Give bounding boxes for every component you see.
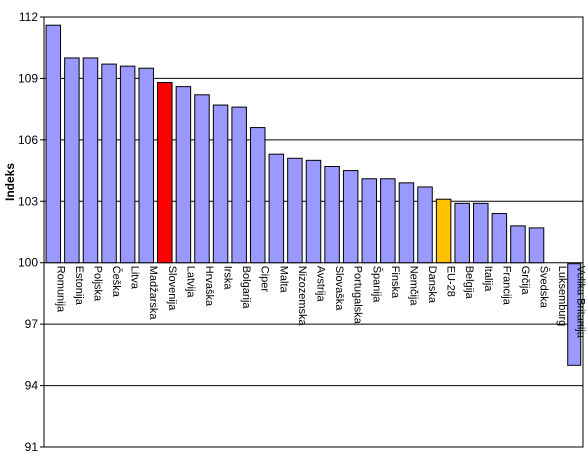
bar-danska — [417, 186, 433, 264]
category-label: Hrvaška — [203, 266, 215, 307]
bar-ciper — [249, 127, 266, 264]
category-label: Švedska — [538, 266, 551, 309]
category-label: Španija — [370, 266, 383, 304]
category-label: Grčija — [519, 266, 531, 296]
category-label: Romunija — [54, 266, 66, 313]
y-tick-label: 106 — [18, 133, 38, 147]
category-label: Litva — [129, 266, 141, 290]
bar-italija — [473, 202, 489, 264]
category-label: Italija — [482, 266, 494, 293]
category-label-highlight — [567, 263, 582, 366]
category-label: Irska — [222, 266, 234, 291]
category-label: Danska — [426, 266, 438, 304]
y-tick-label: 109 — [18, 71, 38, 85]
bar-francija — [491, 213, 508, 264]
y-tick-label: 97 — [25, 317, 39, 331]
category-label: Češka — [110, 266, 123, 298]
category-label: Francija — [500, 266, 512, 306]
bar-hrvaška — [194, 94, 210, 264]
category-label: Ciper — [259, 266, 271, 293]
category-label: Bolgarija — [240, 266, 252, 310]
category-label: Malta — [277, 266, 289, 294]
y-tick-label: 112 — [19, 10, 38, 24]
bars — [45, 24, 545, 264]
category-label: Nizozemska — [296, 266, 308, 327]
plot-area-border — [43, 16, 584, 448]
bar-irska — [212, 104, 229, 264]
bar-bolgarija — [231, 106, 247, 264]
bar-finska — [380, 178, 396, 264]
bar-češka — [101, 63, 117, 264]
bar-slovaška — [324, 165, 340, 264]
category-label: Portugalska — [352, 266, 364, 325]
y-tick-labels: 91 94 97 100 103 106 109 112 — [18, 10, 38, 454]
bar-malta — [268, 153, 285, 264]
y-tick-label: 100 — [18, 256, 38, 270]
category-label: Madžarska — [147, 266, 159, 321]
category-label: Estonija — [73, 266, 85, 306]
category-label: Belgija — [463, 266, 475, 300]
bar-madžarska — [138, 67, 154, 264]
category-label: Latvija — [184, 266, 196, 299]
category-label: Poljska — [91, 266, 103, 302]
bar-nemčija — [398, 182, 415, 264]
category-label: EU-28 — [445, 266, 457, 297]
category-label: Nemčija — [407, 266, 419, 307]
category-label: Slovenija — [166, 266, 178, 312]
bar-grčija — [510, 225, 526, 264]
bar-latvija — [175, 86, 192, 264]
bar-slovenija — [157, 82, 173, 264]
bar-litva — [119, 65, 136, 264]
category-label: Avstrija — [315, 266, 327, 303]
bar-portugalska — [342, 170, 359, 264]
y-tick-label: 103 — [18, 194, 38, 208]
bar-estonija — [64, 57, 80, 264]
bar-eu-28 — [435, 198, 452, 264]
bar-španija — [361, 178, 378, 264]
bar-romunija — [45, 24, 62, 264]
bar-avstrija — [305, 159, 322, 264]
category-label: Velika Britanija — [575, 266, 587, 339]
bar-švedska — [528, 227, 545, 264]
y-axis-label: Indeks — [3, 163, 17, 201]
category-label: Finska — [389, 266, 401, 299]
category-label: Luksemburg — [556, 266, 568, 327]
category-label: Slovaška — [333, 266, 345, 312]
y-tick-label: 94 — [25, 379, 39, 393]
y-tick-label: 91 — [25, 440, 39, 454]
bar-nizozemska — [287, 157, 303, 264]
bar-belgija — [454, 202, 470, 264]
category-labels: Romunija Estonija Poljska Češka Litva Madžars… — [54, 263, 587, 366]
bar-poljska — [82, 57, 99, 264]
